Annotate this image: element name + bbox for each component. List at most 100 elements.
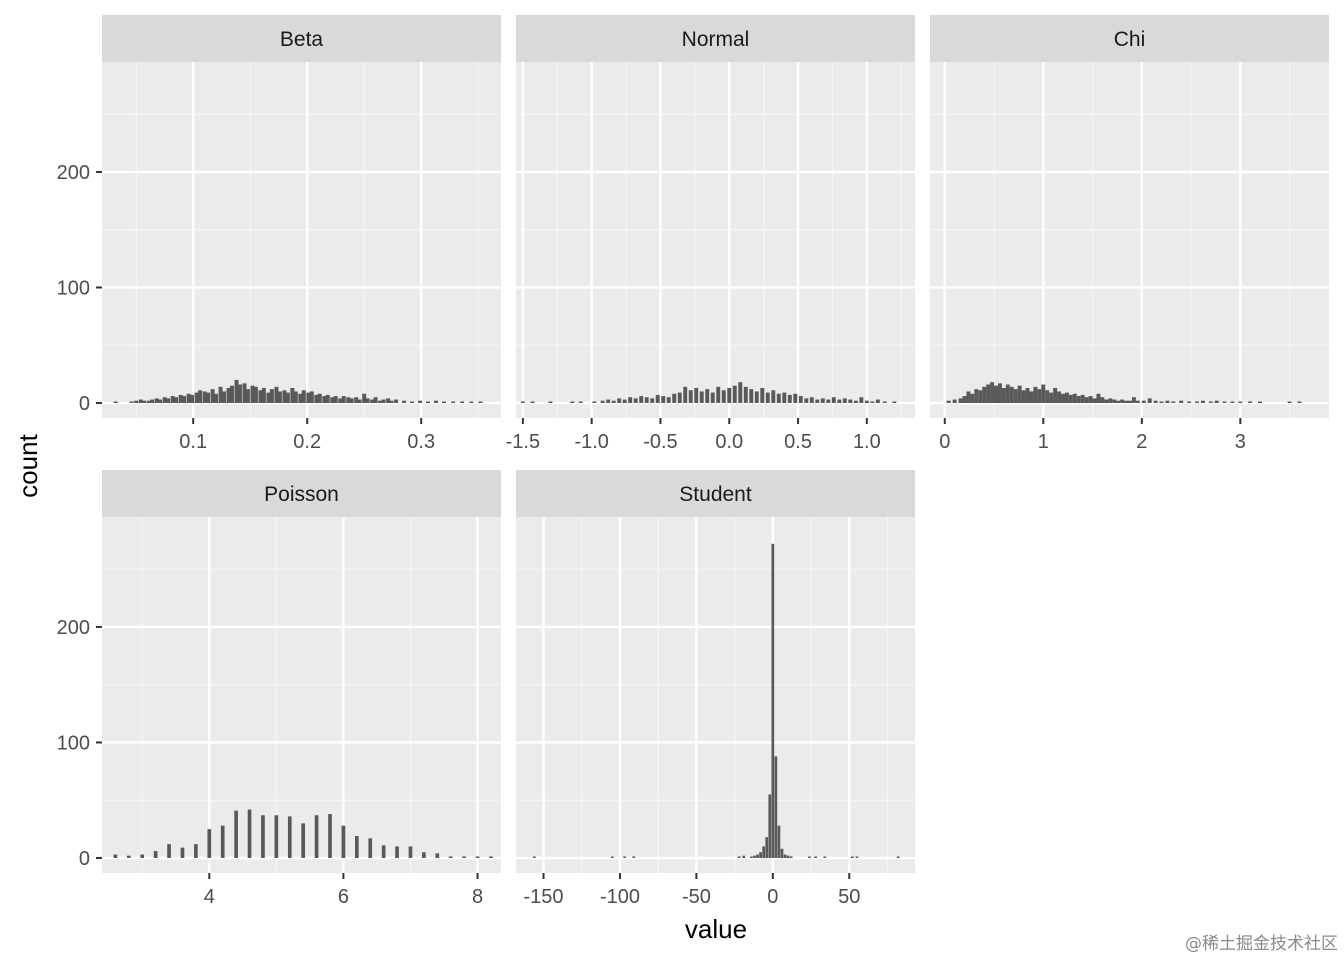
histogram-bar <box>870 401 875 403</box>
histogram-bar <box>1171 401 1176 403</box>
histogram-bar <box>787 394 792 403</box>
histogram-bar <box>341 396 346 403</box>
histogram-bar <box>1005 384 1010 403</box>
histogram-bar <box>126 855 131 858</box>
histogram-bar <box>765 392 770 403</box>
histogram-bar <box>333 396 338 403</box>
y-tick-label: 0 <box>79 848 90 870</box>
histogram-bar <box>823 856 827 858</box>
histogram-bar <box>434 400 439 403</box>
histogram-bar <box>768 794 772 858</box>
histogram-bar <box>322 396 327 403</box>
histogram-bar <box>113 401 118 403</box>
histogram-bar <box>732 385 737 403</box>
facet-label: Normal <box>682 28 750 51</box>
histogram-bar <box>966 391 971 403</box>
histogram-bar <box>683 386 688 403</box>
histogram-bar <box>338 398 343 403</box>
histogram-bar <box>408 846 413 858</box>
histogram-bar <box>974 389 979 403</box>
histogram-bar <box>958 398 963 403</box>
histogram-bar <box>328 814 332 858</box>
histogram-bar <box>952 399 957 403</box>
x-tick-label: 3 <box>1235 431 1246 453</box>
histogram-bar <box>783 854 787 858</box>
histogram-bar <box>134 400 139 403</box>
histogram-bar <box>314 815 319 858</box>
histogram-bar <box>314 394 319 403</box>
histogram-bar <box>1009 386 1014 403</box>
histogram-bar <box>743 386 748 403</box>
histogram-bar <box>330 397 335 403</box>
histogram-bar <box>153 851 158 858</box>
facet-label: Poisson <box>264 483 339 506</box>
histogram-bar <box>1200 400 1205 403</box>
histogram-bar <box>186 393 191 403</box>
histogram-bar <box>1238 401 1243 403</box>
x-tick-label: 8 <box>472 886 483 908</box>
histogram-bar <box>306 392 311 403</box>
watermark: @稀土掘金技术社区 <box>1185 934 1338 954</box>
histogram-bar <box>1061 393 1065 403</box>
histogram-bar <box>1041 384 1046 403</box>
histogram-bar <box>386 398 391 403</box>
histogram-bar <box>1096 393 1101 403</box>
x-tick-label: 1 <box>1038 431 1049 453</box>
histogram-bar <box>274 815 279 858</box>
panel-background <box>930 62 1329 418</box>
histogram-bar <box>1153 400 1158 403</box>
histogram-bar <box>214 393 218 403</box>
histogram-bar <box>266 392 271 403</box>
histogram-bar <box>442 401 446 403</box>
histogram-bar <box>1037 389 1042 403</box>
histogram-bar <box>786 855 790 858</box>
panel-background <box>516 517 915 873</box>
histogram-bar <box>1159 401 1164 403</box>
histogram-bar <box>194 392 199 403</box>
histogram-bar <box>349 398 354 403</box>
histogram-bar <box>677 392 682 403</box>
y-axis-title: count <box>13 433 43 497</box>
histogram-bar <box>716 386 721 403</box>
histogram-bar <box>381 845 386 858</box>
histogram-bar <box>402 400 407 403</box>
histogram-bar <box>1092 398 1097 403</box>
histogram-bar <box>258 390 263 403</box>
histogram-bar <box>760 387 765 403</box>
histogram-bar <box>1124 400 1129 403</box>
histogram-bar <box>814 856 817 858</box>
histogram-bar <box>218 386 223 403</box>
histogram-bar <box>820 398 825 403</box>
y-tick-label: 0 <box>79 393 90 415</box>
x-tick-label: 0.2 <box>293 431 321 453</box>
histogram-bar <box>422 852 426 858</box>
histogram-bar <box>962 396 967 403</box>
histogram-bar <box>234 810 238 858</box>
x-tick-label: 0.3 <box>407 431 435 453</box>
histogram-bar <box>317 393 322 403</box>
x-tick-label: -0.5 <box>643 431 677 453</box>
histogram-bar <box>229 385 234 403</box>
histogram-bar <box>448 856 453 858</box>
histogram-bar <box>771 543 775 858</box>
histogram-bar <box>354 836 359 858</box>
histogram-bar <box>1222 401 1227 403</box>
x-tick-label: 6 <box>338 886 349 908</box>
histogram-bar <box>644 397 649 403</box>
histogram-bar <box>742 855 746 858</box>
histogram-bar <box>381 399 386 403</box>
histogram-bar <box>632 856 636 858</box>
histogram-bar <box>129 401 134 403</box>
histogram-bar <box>808 856 811 858</box>
x-tick-label: 0.0 <box>715 431 743 453</box>
histogram-bar <box>1084 397 1089 403</box>
histogram-bar <box>365 398 370 403</box>
x-tick-label: -150 <box>524 886 564 908</box>
histogram-bar <box>1165 400 1170 403</box>
histogram-bar <box>688 390 693 403</box>
histogram-bar <box>325 394 330 403</box>
histogram-bar <box>853 400 858 403</box>
x-tick-label: -50 <box>682 886 711 908</box>
histogram-bar <box>469 401 474 403</box>
